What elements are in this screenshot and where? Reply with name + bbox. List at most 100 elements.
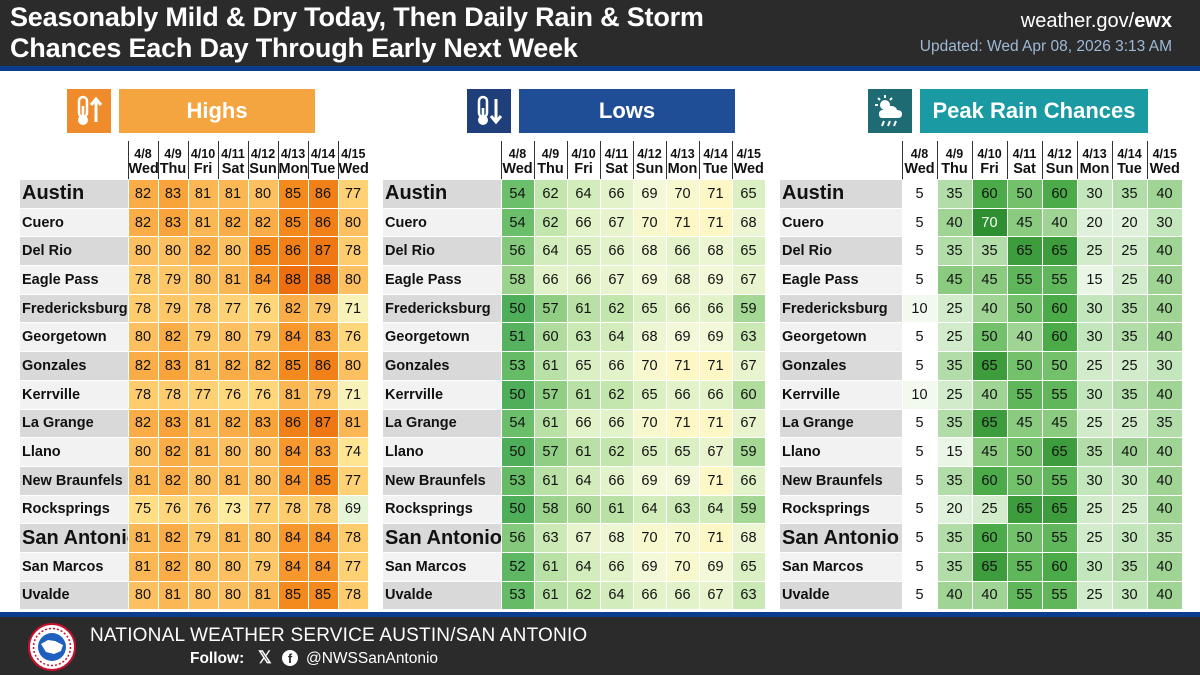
rain-table: 4/8 Wed 4/9 Thu 4/10 Fri 4/11 Sat 4/12 Sun 4/13 Mon… [780, 141, 1183, 611]
lows-value-cell: 67 [732, 351, 766, 381]
lows-title: Lows [519, 89, 735, 133]
rain-value-cell: 50 [1007, 294, 1043, 324]
highs-value-cell: 78 [338, 523, 369, 553]
highs-value-cell: 83 [158, 409, 189, 439]
rain-value-cell: 30 [1077, 466, 1113, 496]
lows-value-cell: 62 [600, 294, 634, 324]
date-label: 4/8 [910, 147, 929, 161]
rain-value-cell: 40 [1147, 236, 1183, 267]
lows-value-cell: 61 [534, 581, 568, 611]
lows-value-cell: 68 [633, 322, 667, 353]
city-name: Uvalde [780, 581, 903, 611]
date-column-header: 4/13 Mon [665, 141, 699, 180]
row-header-spacer [780, 141, 902, 180]
rain-value-cell: 5 [902, 351, 938, 381]
table-row: Georgetown 80 82 79 80 79 84 83 76 [20, 322, 369, 353]
highs-value-cell: 88 [278, 265, 309, 295]
day-label: Tue [310, 161, 336, 177]
rain-value-cell: 30 [1077, 294, 1113, 324]
date-column-header: 4/9 Thu [157, 141, 188, 180]
highs-value-cell: 83 [308, 437, 339, 467]
highs-value-cell: 76 [338, 322, 369, 353]
highs-value-cell: 87 [308, 236, 339, 267]
lows-value-cell: 67 [699, 581, 733, 611]
table-row: Kerrville 78 78 77 76 76 81 79 71 [20, 380, 369, 410]
table-row: La Grange 54 61 66 66 70 71 71 67 [383, 409, 766, 439]
table-row: San Antonio 56 63 67 68 70 70 71 68 [383, 523, 766, 553]
lows-value-cell: 50 [501, 380, 535, 410]
lows-value-cell: 59 [732, 437, 766, 467]
lows-value-cell: 71 [699, 409, 733, 439]
lows-value-cell: 71 [699, 179, 733, 209]
rain-value-cell: 35 [937, 179, 973, 209]
highs-value-cell: 78 [128, 380, 159, 410]
highs-value-cell: 77 [218, 294, 249, 324]
lows-value-cell: 64 [633, 495, 667, 525]
highs-value-cell: 80 [248, 466, 279, 496]
highs-value-cell: 80 [218, 322, 249, 353]
facebook-icon[interactable]: f [282, 650, 298, 666]
highs-value-cell: 81 [338, 409, 369, 439]
city-name: Rocksprings [383, 495, 502, 525]
lows-value-cell: 52 [501, 552, 535, 582]
date-column-header: 4/11 Sat [1006, 141, 1042, 180]
date-column-header: 4/15 Wed [731, 141, 765, 180]
highs-value-cell: 86 [278, 236, 309, 267]
website-link[interactable]: weather.gov/ewx [1021, 10, 1172, 33]
table-row: Austin 54 62 64 66 69 70 71 65 [383, 179, 766, 209]
lows-header: Lows [467, 89, 735, 133]
rain-value-cell: 45 [1007, 409, 1043, 439]
lows-value-cell: 69 [666, 322, 700, 353]
highs-value-cell: 81 [188, 179, 219, 209]
rain-value-cell: 65 [1007, 236, 1043, 267]
lows-value-cell: 63 [567, 322, 601, 353]
rain-value-cell: 5 [902, 552, 938, 582]
rain-value-cell: 55 [1042, 466, 1078, 496]
highs-value-cell: 81 [188, 409, 219, 439]
city-name: Llano [780, 437, 903, 467]
table-row: Fredericksburg 50 57 61 62 65 66 66 59 [383, 294, 766, 324]
rain-value-cell: 35 [1112, 294, 1148, 324]
highs-value-cell: 81 [218, 179, 249, 209]
rain-value-cell: 35 [972, 236, 1008, 267]
rain-value-cell: 65 [1007, 495, 1043, 525]
rain-value-cell: 60 [1042, 179, 1078, 209]
lows-value-cell: 69 [633, 265, 667, 295]
lows-value-cell: 50 [501, 294, 535, 324]
rain-value-cell: 5 [902, 523, 938, 553]
table-row: Kerrville 10 25 40 55 55 30 35 40 [780, 380, 1183, 410]
lows-value-cell: 62 [534, 179, 568, 209]
x-icon[interactable]: 𝕏 [258, 648, 272, 667]
highs-value-cell: 85 [278, 581, 309, 611]
highs-value-cell: 80 [188, 581, 219, 611]
city-name: Uvalde [20, 581, 129, 611]
highs-value-cell: 84 [278, 466, 309, 496]
rain-value-cell: 25 [1077, 351, 1113, 381]
highs-value-cell: 80 [248, 179, 279, 209]
highs-value-cell: 84 [308, 523, 339, 553]
highs-value-cell: 86 [278, 409, 309, 439]
rain-value-cell: 40 [937, 581, 973, 611]
lows-value-cell: 54 [501, 208, 535, 238]
highs-value-cell: 69 [338, 495, 369, 525]
rain-value-cell: 5 [902, 437, 938, 467]
rain-value-cell: 60 [972, 466, 1008, 496]
date-column-header: 4/10 Fri [971, 141, 1007, 180]
lows-value-cell: 64 [567, 552, 601, 582]
rain-value-cell: 25 [1112, 351, 1148, 381]
date-column-header: 4/11 Sat [599, 141, 633, 180]
table-row: Gonzales 5 35 65 50 50 25 25 30 [780, 351, 1183, 381]
day-label: Thu [941, 161, 968, 177]
highs-value-cell: 85 [278, 351, 309, 381]
highs-value-cell: 82 [128, 208, 159, 238]
table-row: New Braunfels 81 82 80 81 80 84 85 77 [20, 466, 369, 496]
rain-value-cell: 25 [937, 294, 973, 324]
rain-value-cell: 60 [1042, 552, 1078, 582]
rain-value-cell: 40 [937, 208, 973, 238]
lows-value-cell: 70 [633, 409, 667, 439]
date-label: 4/9 [541, 147, 560, 161]
row-header-spacer [20, 141, 128, 180]
lows-value-cell: 69 [699, 322, 733, 353]
social-handle[interactable]: @NWSSanAntonio [306, 650, 439, 667]
rain-title: Peak Rain Chances [920, 89, 1148, 133]
